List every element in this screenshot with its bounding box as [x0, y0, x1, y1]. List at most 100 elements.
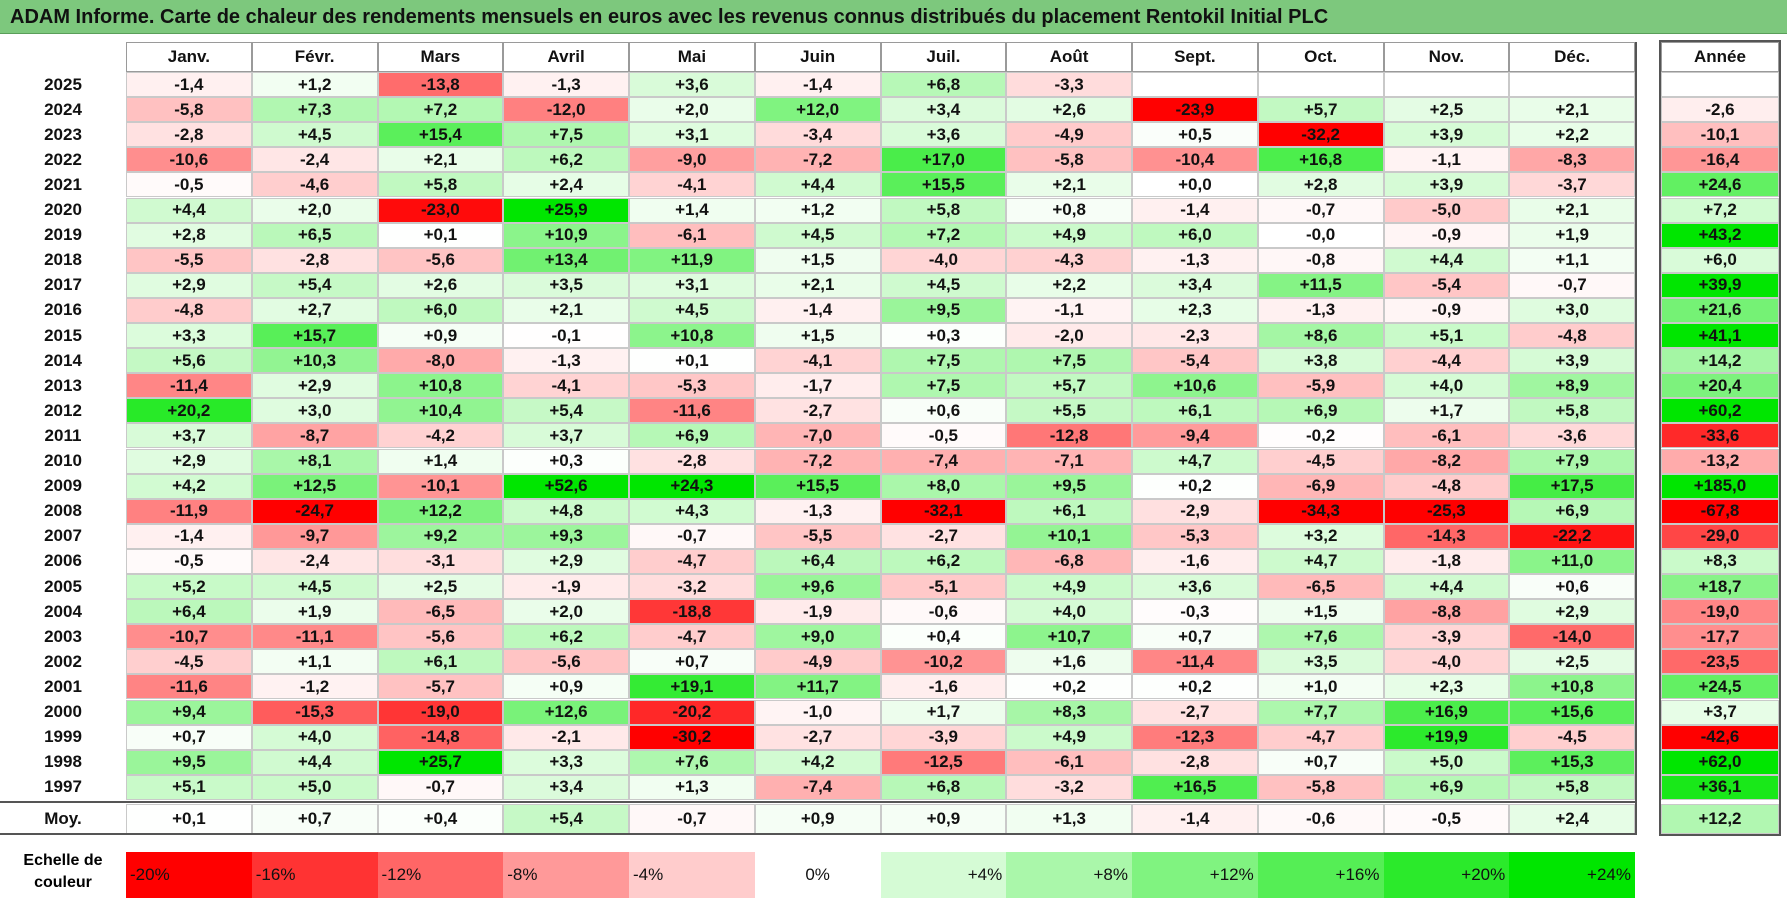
annual-cell: +36,1 [1661, 774, 1779, 800]
heatmap-cell: +2,4 [503, 172, 629, 198]
annual-cell: +185,0 [1661, 473, 1779, 499]
heatmap-cell: +2,1 [503, 297, 629, 323]
heatmap-cell: +4,5 [251, 574, 378, 600]
heatmap-cell: +6,9 [1383, 774, 1510, 800]
month-header: Nov. [1383, 42, 1510, 72]
heatmap-cell: +2,3 [1132, 297, 1258, 323]
heatmap-cell: +0,2 [1132, 674, 1258, 700]
heatmap-cell: +1,2 [754, 197, 881, 223]
heatmap-cell: -2,3 [1132, 323, 1258, 349]
heatmap-cell: +7,7 [1257, 699, 1384, 725]
heatmap-cell: -23,9 [1132, 97, 1258, 123]
heatmap-cell: +1,2 [251, 72, 378, 98]
heatmap-cell: -10,1 [377, 473, 504, 499]
heatmap-cell: -4,1 [754, 348, 881, 374]
heatmap-cell: +8,1 [251, 448, 378, 474]
year-label: 2019 [44, 225, 82, 245]
heatmap-cell: +4,5 [880, 272, 1007, 298]
heatmap-cell: -12,8 [1006, 423, 1132, 449]
heatmap-cell: -2,7 [754, 398, 881, 424]
heatmap-cell: -2,8 [629, 448, 755, 474]
heatmap-cell: -5,8 [1006, 147, 1132, 173]
heatmap-cell: +9,5 [1006, 473, 1132, 499]
month-header: Mars [377, 42, 504, 72]
heatmap-cell: -1,4 [1132, 197, 1258, 223]
heatmap-cell: +2,9 [126, 448, 252, 474]
year-label: 2006 [44, 551, 82, 571]
heatmap-cell: -11,4 [1132, 649, 1258, 675]
heatmap-cell: -1,1 [1006, 297, 1132, 323]
heatmap-cell: -14,3 [1383, 523, 1510, 549]
heatmap-cell: +4,0 [1383, 373, 1510, 399]
heatmap-cell: +1,5 [754, 247, 881, 273]
heatmap-cell: -9,4 [1132, 423, 1258, 449]
heatmap-cell: -8,7 [251, 423, 378, 449]
heatmap-cell: +3,7 [126, 423, 252, 449]
heatmap-cell: +0,6 [1509, 574, 1635, 600]
heatmap-cell: -18,8 [629, 599, 755, 625]
heatmap-cell: +0,8 [1006, 197, 1132, 223]
heatmap-cell: -3,7 [1509, 172, 1635, 198]
heatmap-cell: +2,6 [377, 272, 504, 298]
heatmap-cell: +10,6 [1132, 373, 1258, 399]
heatmap-cell: +7,9 [1509, 448, 1635, 474]
heatmap-cell: +3,6 [880, 122, 1007, 148]
heatmap-cell: -0,1 [503, 323, 629, 349]
heatmap-cell: -1,6 [1132, 548, 1258, 574]
heatmap-cell: +6,2 [503, 147, 629, 173]
heatmap-cell: +17,0 [880, 147, 1007, 173]
heatmap-cell: -3,1 [377, 548, 504, 574]
color-scale-stop: +8% [1006, 852, 1132, 898]
heatmap-cell: -5,0 [1383, 197, 1510, 223]
annual-cell: +21,6 [1661, 297, 1779, 323]
heatmap-cell: +2,0 [629, 97, 755, 123]
heatmap-cell: +7,5 [1006, 348, 1132, 374]
heatmap-cell: +5,7 [1257, 97, 1384, 123]
heatmap-cell: -14,8 [377, 724, 504, 750]
color-scale-label-line2: couleur [34, 874, 92, 891]
month-header: Sept. [1132, 42, 1258, 72]
heatmap-cell: +24,3 [629, 473, 755, 499]
heatmap-cell: +5,8 [1509, 774, 1635, 800]
heatmap-cell: +3,6 [1132, 574, 1258, 600]
heatmap-cell: -30,2 [629, 724, 755, 750]
heatmap-cell: -3,4 [754, 122, 881, 148]
month-header: Oct. [1257, 42, 1384, 72]
heatmap-cell: +2,1 [1509, 97, 1635, 123]
year-label: 2009 [44, 476, 82, 496]
heatmap-cell: +2,1 [754, 272, 881, 298]
heatmap-cell: +6,1 [377, 649, 504, 675]
heatmap-cell: -24,7 [251, 498, 378, 524]
heatmap-cell: -5,8 [126, 97, 252, 123]
heatmap-cell: +2,5 [1509, 649, 1635, 675]
month-header: Juin [754, 42, 881, 72]
heatmap-cell: +4,5 [251, 122, 378, 148]
heatmap-cell: -4,1 [503, 373, 629, 399]
year-label: 2016 [44, 300, 82, 320]
heatmap-cell: +1,1 [251, 649, 378, 675]
heatmap-cell: -10,7 [126, 624, 252, 650]
heatmap-cell: -3,9 [1383, 624, 1510, 650]
heatmap-cell: -1,3 [503, 72, 629, 98]
heatmap-cell: +4,2 [754, 749, 881, 775]
heatmap-cell: -0,7 [1257, 197, 1384, 223]
heatmap-cell: -5,7 [377, 674, 504, 700]
month-header: Févr. [251, 42, 378, 72]
heatmap-cell: +1,9 [1509, 222, 1635, 248]
heatmap-cell: +0,7 [629, 649, 755, 675]
heatmap-cell: -4,8 [1509, 323, 1635, 349]
heatmap-cell: +6,0 [377, 297, 504, 323]
heatmap-cell: +2,0 [251, 197, 378, 223]
average-cell: +0,9 [754, 803, 881, 834]
heatmap-cell: -2,7 [754, 724, 881, 750]
year-label: 2000 [44, 702, 82, 722]
heatmap-cell: +4,9 [1006, 222, 1132, 248]
heatmap-cell: +2,3 [1383, 674, 1510, 700]
heatmap-cell: +3,3 [503, 749, 629, 775]
heatmap-cell: +19,1 [629, 674, 755, 700]
heatmap-cell: -5,8 [1257, 774, 1384, 800]
heatmap-cell: -5,5 [754, 523, 881, 549]
heatmap-cell: -7,4 [754, 774, 881, 800]
heatmap-cell: -4,7 [629, 548, 755, 574]
year-label: 2003 [44, 626, 82, 646]
